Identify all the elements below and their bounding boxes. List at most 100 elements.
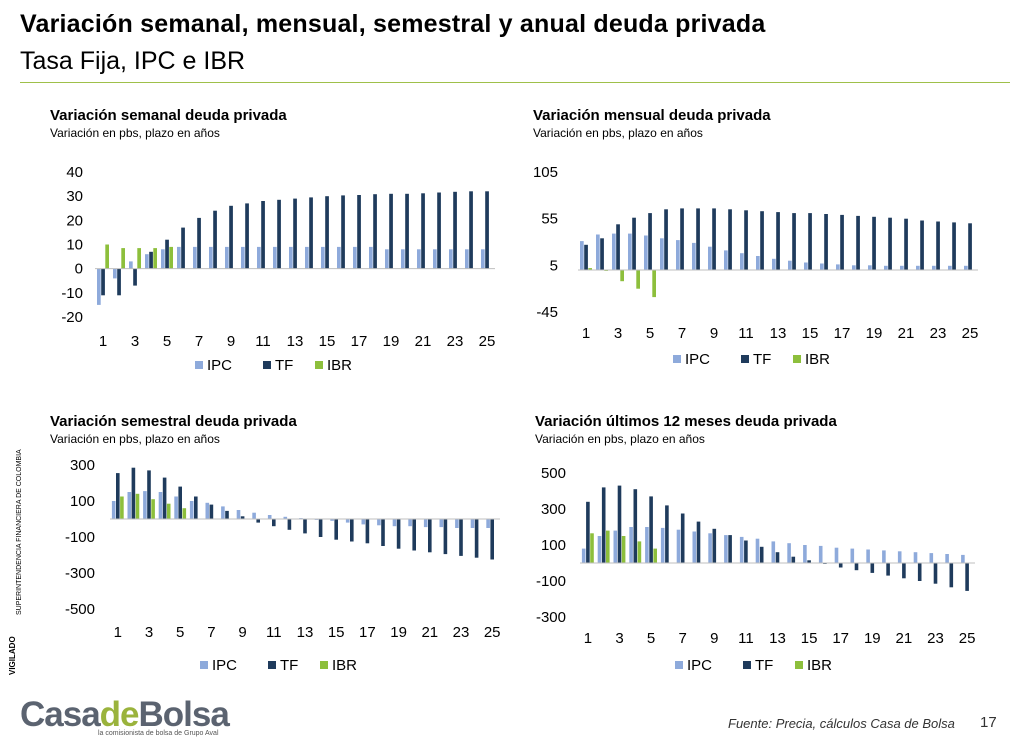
- legend-label-ipc: IPC: [207, 357, 232, 374]
- bar-ipc: [692, 242, 696, 270]
- bar-tf: [485, 191, 489, 269]
- legend-swatch-ipc: [200, 661, 208, 669]
- x-tick-label: 11: [266, 624, 282, 641]
- chart-subtitle: Variación en pbs, plazo en años: [533, 126, 703, 140]
- bar-ipc: [964, 265, 968, 270]
- bar-ipc: [273, 246, 277, 269]
- bar-ipc: [369, 246, 373, 269]
- x-tick-label: 19: [864, 630, 881, 647]
- legend-label-ibr: IBR: [327, 357, 352, 374]
- bar-ipc: [113, 268, 117, 279]
- bar-ipc: [868, 265, 872, 270]
- bar-tf: [421, 193, 425, 269]
- bar-tf: [904, 218, 908, 270]
- x-tick-label: 21: [421, 624, 438, 641]
- bar-tf: [888, 217, 892, 270]
- bar-tf: [584, 244, 588, 270]
- legend-swatch-ibr: [793, 355, 801, 363]
- bar-ipc: [385, 249, 389, 269]
- bar-ipc: [97, 268, 101, 305]
- x-tick-label: 13: [287, 333, 304, 350]
- x-tick-label: 19: [866, 325, 883, 342]
- y-tick-label: 20: [66, 212, 83, 229]
- bar-ipc: [174, 496, 178, 519]
- legend-label-tf: TF: [275, 357, 293, 374]
- bar-ipc: [929, 553, 934, 563]
- bar-ipc: [129, 261, 133, 269]
- bar-tf: [149, 251, 153, 269]
- bar-tf: [601, 487, 606, 563]
- bar-tf: [933, 563, 938, 584]
- x-tick-label: 23: [447, 333, 464, 350]
- x-tick-label: 11: [738, 630, 754, 647]
- bar-ibr: [166, 503, 171, 519]
- x-tick-label: 17: [834, 325, 851, 342]
- bar-ipc: [803, 545, 807, 563]
- bar-ipc: [330, 519, 334, 521]
- legend-label-tf: TF: [755, 657, 773, 674]
- bar-ibr: [182, 508, 187, 519]
- bar-tf: [886, 563, 890, 576]
- bar-tf: [759, 546, 764, 563]
- bar-tf: [760, 211, 764, 270]
- page-number: 17: [980, 714, 997, 731]
- bar-tf: [147, 470, 151, 519]
- x-tick-label: 9: [710, 325, 718, 342]
- bar-tf: [838, 563, 843, 568]
- bar-ipc: [377, 519, 381, 526]
- bar-tf: [287, 519, 292, 530]
- bar-ipc: [897, 551, 902, 563]
- bar-tf: [365, 519, 370, 544]
- y-tick-label: 10: [66, 237, 83, 254]
- bar-ipc: [455, 519, 459, 528]
- chart-title: Variación mensual deuda privada: [533, 107, 771, 124]
- bar-ipc: [866, 549, 870, 563]
- superintendencia-label: SUPERINTENDENCIA FINANCIERA DE COLOMBIA: [16, 449, 23, 615]
- bar-ipc: [439, 519, 444, 528]
- bar-tf: [133, 268, 137, 286]
- vigilado-label: VIGILADO: [8, 636, 17, 675]
- x-tick-label: 21: [898, 325, 915, 342]
- bar-ibr: [153, 248, 157, 269]
- y-tick-label: 30: [66, 188, 83, 205]
- bar-ibr: [151, 499, 155, 519]
- bar-ipc: [158, 492, 163, 519]
- bar-ipc: [580, 241, 584, 270]
- bar-ipc: [628, 233, 632, 270]
- bar-ipc: [660, 238, 664, 270]
- bar-tf: [357, 195, 361, 269]
- legend-swatch-ibr: [320, 661, 328, 669]
- bar-tf: [917, 563, 922, 581]
- bar-tf: [649, 496, 653, 563]
- legend-label-tf: TF: [280, 657, 298, 674]
- bar-ibr: [637, 541, 642, 563]
- x-tick-label: 25: [484, 624, 501, 641]
- bar-tf: [389, 193, 393, 269]
- bar-ipc: [283, 516, 288, 519]
- y-tick-label: -300: [536, 609, 566, 626]
- bar-ipc: [257, 246, 261, 269]
- bar-ipc: [481, 249, 485, 269]
- bar-ipc: [660, 527, 665, 563]
- bar-tf: [373, 194, 377, 269]
- bar-tf: [474, 519, 479, 558]
- bar-ibr: [606, 530, 610, 563]
- bar-tf: [437, 192, 441, 269]
- legend-swatch-tf: [741, 355, 749, 363]
- bar-tf: [680, 513, 685, 563]
- title-divider: [20, 82, 1010, 83]
- bar-tf: [490, 519, 494, 560]
- bar-ipc: [804, 262, 808, 270]
- y-tick-label: 300: [70, 457, 95, 474]
- page-subtitle: Tasa Fija, IPC e IBR: [20, 47, 246, 75]
- bar-tf: [162, 477, 167, 519]
- y-tick-label: -100: [65, 529, 95, 546]
- bar-ibr: [636, 270, 640, 289]
- page-title: Variación semanal, mensual, semestral y …: [20, 10, 766, 38]
- x-tick-label: 19: [390, 624, 407, 641]
- bar-tf: [665, 505, 669, 563]
- bar-ibr: [169, 246, 173, 269]
- bar-ipc: [209, 246, 213, 269]
- x-tick-label: 7: [678, 325, 686, 342]
- bar-ipc: [787, 543, 791, 563]
